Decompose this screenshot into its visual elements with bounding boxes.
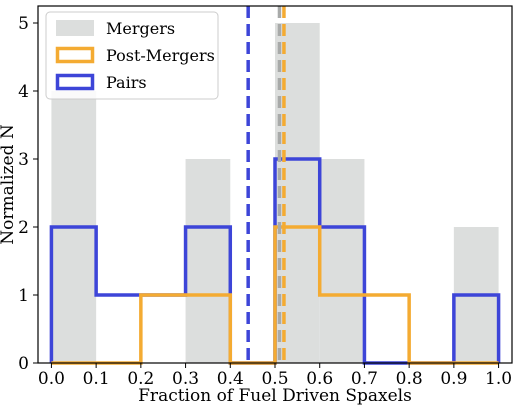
x-tick-label: 0.6 xyxy=(306,369,333,389)
x-tick-label: 0.4 xyxy=(217,369,244,389)
pairs-legend-label: Pairs xyxy=(106,73,147,92)
legend: Mergers Post-Mergers Pairs xyxy=(45,11,219,100)
y-tick-label: 3 xyxy=(18,150,29,170)
x-tick-label: 0.2 xyxy=(127,369,154,389)
post-mergers-step-outline xyxy=(51,225,499,365)
mergers-legend-label: Mergers xyxy=(106,19,175,38)
x-tick-label: 0.3 xyxy=(172,369,199,389)
pairs-legend-swatch xyxy=(55,73,95,91)
y-tick-label: 2 xyxy=(18,218,29,238)
y-tick-label: 4 xyxy=(18,82,29,102)
x-axis-label: Fraction of Fuel Driven Spaxels xyxy=(138,386,412,406)
y-axis-label: Normalized N xyxy=(0,124,18,245)
x-tick-label: 0.7 xyxy=(351,369,378,389)
y-tick-label: 1 xyxy=(18,286,29,306)
mergers-bar-5 xyxy=(275,23,320,363)
x-tick-label: 0.9 xyxy=(440,369,467,389)
mergers-legend-swatch xyxy=(56,20,94,36)
mergers-bar-6 xyxy=(319,159,365,363)
x-tick-label: 0.1 xyxy=(83,369,110,389)
x-tick-label: 0.0 xyxy=(38,369,65,389)
x-tick-label: 0.5 xyxy=(261,369,288,389)
x-tick-label: 0.8 xyxy=(396,369,423,389)
y-tick-label: 5 xyxy=(18,14,29,34)
x-tick-label: 1.0 xyxy=(485,369,512,389)
post-mergers-legend-label: Post-Mergers xyxy=(106,46,215,65)
mergers-bar-3 xyxy=(185,159,231,363)
y-tick-label: 0 xyxy=(18,354,29,374)
post-mergers-legend-swatch xyxy=(55,46,95,64)
